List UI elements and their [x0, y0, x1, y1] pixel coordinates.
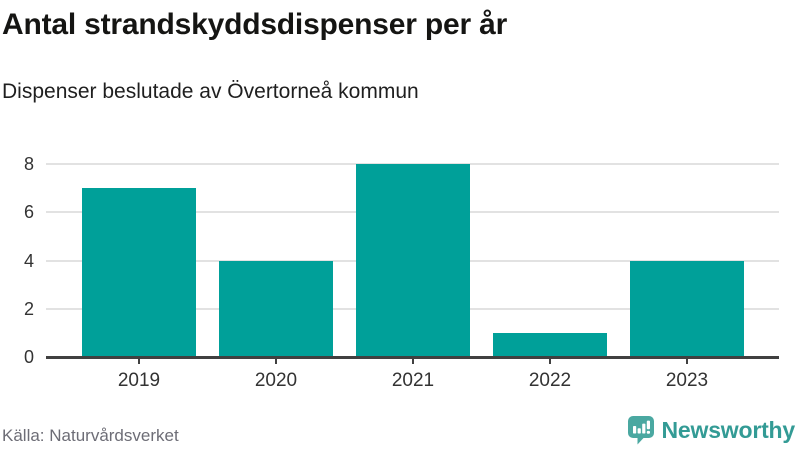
y-axis-tick-label: 0 — [23, 347, 34, 367]
bar-2021 — [356, 164, 470, 357]
chart-title: Antal strandskyddsdispenser per år — [2, 8, 508, 41]
x-axis-tick-label: 2020 — [254, 370, 298, 391]
x-axis-tick-label: 2023 — [665, 370, 709, 391]
source-attribution: Källa: Naturvårdsverket — [2, 426, 179, 445]
logo-bar-chart-glyph — [632, 420, 650, 434]
bar-2022 — [493, 332, 607, 357]
bar-2020 — [219, 260, 333, 357]
bar-2023 — [630, 260, 744, 357]
x-axis-tick — [686, 358, 688, 364]
x-axis-tick-label: 2022 — [528, 370, 572, 391]
x-axis-tick — [549, 358, 551, 364]
x-axis-tick-label: 2021 — [391, 370, 435, 391]
newsworthy-logo-icon — [627, 416, 654, 445]
y-axis-tick-label: 6 — [23, 202, 34, 223]
y-axis-tick-label: 2 — [23, 298, 34, 319]
brand-logo: Newsworthy — [627, 415, 795, 445]
x-axis-line — [46, 356, 779, 359]
chart-subtitle: Dispenser beslutade av Övertorneå kommun — [2, 80, 419, 103]
y-axis-tick-label: 4 — [23, 250, 34, 271]
x-axis-tick-label: 2019 — [117, 370, 161, 391]
bar-2019 — [82, 188, 196, 357]
x-axis-tick — [275, 358, 277, 364]
x-axis-tick — [412, 358, 414, 364]
x-axis-tick — [138, 358, 140, 364]
y-axis-tick-label: 8 — [23, 154, 34, 175]
brand-name: Newsworthy — [661, 416, 796, 443]
